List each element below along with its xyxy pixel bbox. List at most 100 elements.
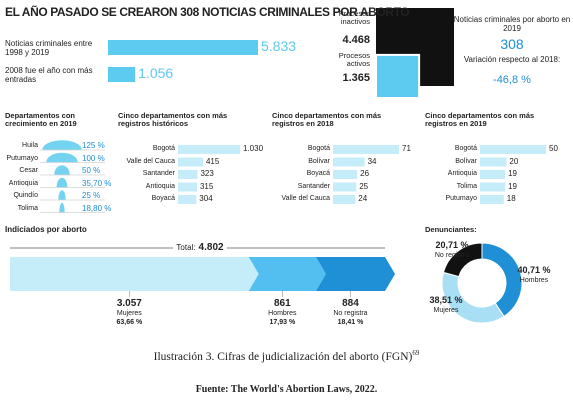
value-label: 50 % (82, 166, 101, 175)
bar (178, 195, 197, 204)
category-label: Mujeres (116, 310, 142, 317)
category-label: Antioquia (145, 182, 175, 190)
category-label: Boyacá (306, 170, 330, 177)
category-label: Noticias criminales entre 1998 y 2019 (5, 39, 93, 57)
semicircle (58, 202, 66, 213)
bar (108, 67, 136, 82)
bar (333, 170, 358, 179)
category-label: Valle del Cauca (126, 157, 175, 165)
value-label: 884 (342, 298, 359, 309)
panel-title: Cinco departamentos con más registros en… (272, 111, 382, 129)
arrow-segment (10, 257, 259, 291)
category-label: Putumayo (445, 195, 477, 202)
value-label: 1.056 (138, 65, 174, 81)
total-value: 4.802 (198, 242, 227, 253)
value-label: 1.365 (342, 72, 370, 84)
category-label: Huila (22, 142, 38, 149)
arrow-segment (315, 257, 395, 291)
highlight-label: Noticias criminales por aborto en 2019 (453, 15, 571, 33)
category-label: Antioquia (447, 170, 477, 177)
value-label: 861 (274, 298, 291, 309)
category-label: No registra (333, 310, 368, 317)
value-label: 125 % (82, 141, 105, 150)
donut-slice (442, 242, 483, 278)
value-label: 18 (506, 194, 516, 203)
category-label: Procesos inactivos (338, 9, 370, 27)
value-label: 415 (205, 156, 220, 166)
value-label: 40,71 % (517, 265, 551, 275)
value-label: 3.057 (116, 298, 142, 309)
category-label: Bolívar (455, 157, 477, 165)
bar (108, 40, 258, 55)
value-label: 5.833 (261, 38, 297, 54)
caption: Ilustración 3. Cifras de judicialización… (0, 349, 573, 363)
category-label: Bogotá (152, 145, 175, 152)
caption-text: Ilustración 3. Cifras de judicialización… (153, 350, 413, 363)
chart-title: Indiciados por aborto (5, 225, 87, 234)
change-label: Variación respecto al 2018: (463, 55, 561, 64)
value-label: 1.030 (243, 144, 264, 153)
bar (480, 195, 504, 204)
bar (333, 145, 399, 154)
semicircle (53, 164, 71, 176)
category-label: Hombres (268, 310, 297, 317)
semicircle (56, 177, 68, 188)
value-label: 71 (402, 144, 411, 153)
category-label: Bogotá (307, 145, 330, 152)
value-label: 323 (200, 169, 214, 178)
bar (333, 195, 356, 204)
category-label: Mujeres (433, 307, 459, 314)
bar (480, 170, 506, 179)
semicircle (45, 152, 79, 163)
value-label: 100 % (82, 153, 105, 163)
value-label: 315 (199, 181, 214, 191)
bar (178, 145, 240, 154)
caption-note: 69 (412, 349, 420, 357)
percent-label: 63,66 % (116, 319, 143, 326)
bar (178, 157, 203, 167)
category-label: Hombres (519, 277, 549, 284)
percent-label: 17,93 % (269, 319, 296, 326)
category-label: 2008 fue el año con más entradas (5, 66, 93, 84)
semicircle (57, 189, 67, 201)
category-label: Valle del Cauca (281, 195, 330, 202)
value-label: 304 (199, 194, 213, 203)
chart-title: Denunciantes: (425, 225, 477, 234)
category-label: No registra (434, 252, 470, 259)
category-label: Putumayo (6, 154, 38, 162)
value-label: 25 % (82, 191, 101, 200)
value-label: 34 (367, 156, 377, 166)
bar (480, 157, 507, 167)
bar (480, 145, 546, 154)
value-label: 25 (359, 181, 369, 191)
value-label: 4.468 (342, 34, 370, 46)
highlight-value: 308 (500, 36, 524, 52)
category-label: Santander (142, 170, 175, 177)
panel-title: Cinco departamentos con más registros hi… (118, 111, 228, 129)
category-label: Santander (297, 182, 330, 190)
value-label: 35,70 % (82, 178, 112, 188)
category-label: Procesos activos (338, 51, 370, 69)
panel-title: Cinco departamentos con más registros en… (425, 111, 535, 129)
value-label: 19 (508, 169, 517, 178)
square (375, 53, 421, 99)
change-value: -46,8 % (493, 74, 531, 86)
total-text: Total: (173, 243, 199, 252)
category-label: Tolima (17, 204, 38, 212)
value-label: 24 (358, 194, 368, 203)
category-label: Antioquia (8, 179, 38, 187)
value-label: 18,80 % (82, 203, 112, 213)
value-label: 38,51 % (429, 295, 463, 305)
bar (333, 182, 357, 192)
title: EL AÑO PASADO SE CREARON 308 NOTICIAS CR… (5, 5, 410, 19)
category-label: Cesar (19, 167, 38, 174)
value-label: 20 (509, 156, 519, 166)
value-label: 19 (508, 181, 517, 191)
category-label: Boyacá (151, 195, 175, 202)
bar (178, 182, 197, 192)
category-label: Quindío (13, 192, 38, 199)
source: Fuente: The World's Abortion Laws, 2022. (195, 384, 378, 395)
bar (178, 170, 198, 179)
